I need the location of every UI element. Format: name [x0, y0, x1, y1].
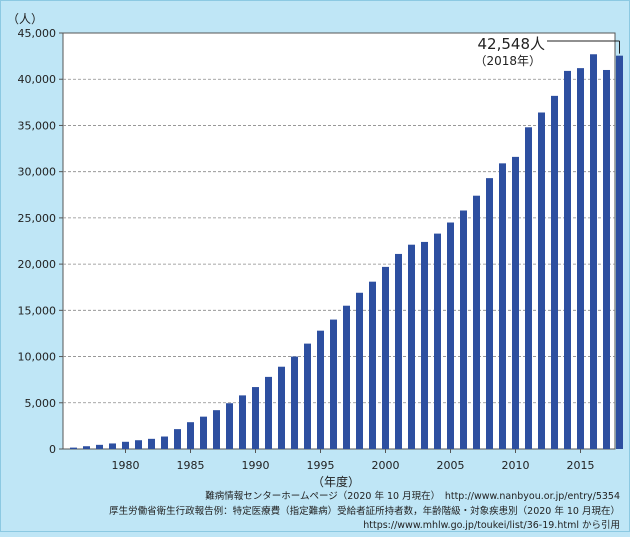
y-tick-label: 15,000	[18, 304, 57, 317]
bar-1989	[239, 395, 246, 449]
bar-2008	[486, 178, 493, 450]
bar-1992	[278, 366, 285, 449]
annotation-year: （2018年）	[474, 54, 541, 68]
bar-2012	[538, 112, 545, 449]
y-tick-label: 35,000	[18, 119, 57, 132]
x-axis-unit: （年度）	[312, 474, 360, 489]
y-tick-label: 20,000	[18, 258, 57, 271]
bar-2010	[512, 156, 519, 449]
bar-1981	[135, 440, 142, 449]
x-tick-label: 1985	[177, 459, 205, 472]
bar-1985	[187, 422, 194, 449]
bar-2016	[590, 54, 597, 450]
bar-1997	[343, 305, 350, 449]
bar-1980	[122, 441, 129, 449]
x-tick-label: 2000	[372, 459, 400, 472]
bar-2007	[473, 195, 480, 449]
x-tick-label: 1995	[307, 459, 335, 472]
bar-1994	[304, 343, 311, 449]
bar-1979	[109, 443, 116, 449]
x-tick-label: 2010	[502, 459, 530, 472]
y-tick-label: 5,000	[25, 397, 57, 410]
y-tick-label: 40,000	[18, 73, 57, 86]
annotation-value: 42,548人	[478, 35, 546, 53]
bar-1978	[96, 444, 103, 449]
bar-1996	[330, 319, 337, 449]
y-tick-label: 30,000	[18, 166, 57, 179]
x-tick-label: 1980	[112, 459, 140, 472]
y-tick-label: 0	[49, 443, 56, 456]
bar-1993	[291, 356, 298, 449]
bar-2006	[460, 210, 467, 449]
y-tick-label: 45,000	[18, 27, 57, 40]
source-line-2: 厚生労働省衛生行政報告例：特定医療費（指定難病）受給者証所持者数，年齢階級・対象…	[109, 506, 620, 517]
bar-1998	[356, 292, 363, 449]
bar-1995	[317, 330, 324, 449]
x-tick-label: 1990	[242, 459, 270, 472]
bar-2013	[551, 95, 558, 450]
bar-2014	[564, 70, 571, 449]
source-line-3: https://www.mhlw.go.jp/toukei/list/36-19…	[363, 520, 620, 531]
bar-2003	[421, 241, 428, 449]
y-tick-label: 10,000	[18, 351, 57, 364]
bar-2000	[382, 266, 389, 449]
bar-1991	[265, 376, 272, 449]
bar-1990	[252, 387, 259, 449]
bar-2017	[603, 69, 610, 449]
bar-1982	[148, 438, 155, 449]
bar-1984	[174, 429, 181, 449]
bar-2005	[447, 222, 454, 449]
plot-area	[62, 32, 616, 450]
bar-2018	[616, 55, 623, 449]
bar-1988	[226, 403, 233, 449]
y-tick-label: 25,000	[18, 212, 57, 225]
x-tick-label: 2005	[437, 459, 465, 472]
bar-1987	[213, 410, 220, 449]
bar-2002	[408, 244, 415, 449]
y-axis-unit: （人）	[7, 12, 43, 26]
bar-1999	[369, 281, 376, 449]
bar-1976	[70, 447, 77, 449]
bar-1986	[200, 416, 207, 449]
bar-2009	[499, 163, 506, 449]
bar-2001	[395, 253, 402, 449]
bar-2015	[577, 68, 584, 449]
bar-1983	[161, 436, 168, 449]
bar-2004	[434, 233, 441, 449]
bar-1977	[83, 446, 90, 449]
x-tick-label: 2015	[567, 459, 595, 472]
source-line-1: 難病情報センターホームページ（2020 年 10 月現在） http://www…	[205, 491, 620, 502]
bar-2011	[525, 127, 532, 449]
